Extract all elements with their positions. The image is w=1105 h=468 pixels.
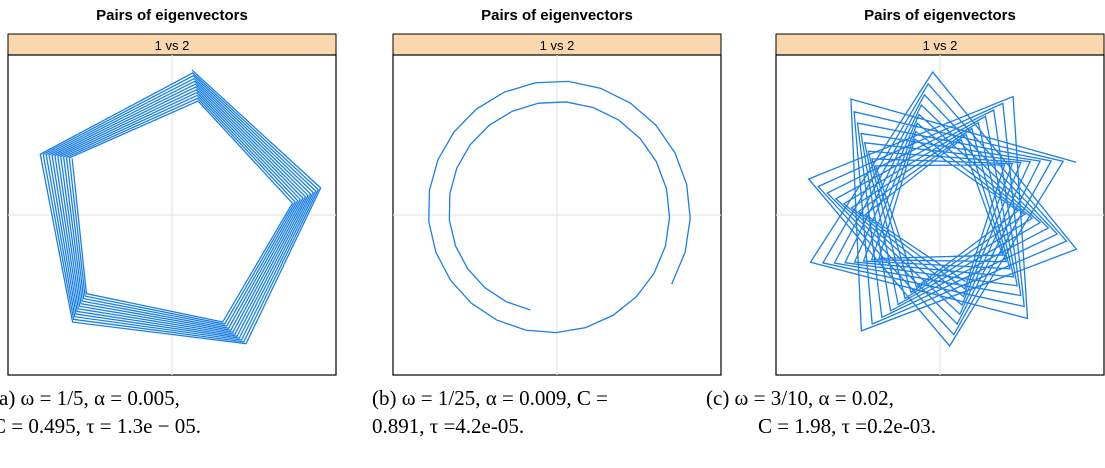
caption-b: (b) ω = 1/25, α = 0.009, C = 0.891, τ =4… [372,384,608,440]
caption-c-line2: C = 1.98, τ =0.2e-03. [758,414,936,438]
panel-c-strip-label: 1 vs 2 [923,38,958,53]
caption-a-line2: C = 0.495, τ = 1.3e − 05. [0,414,202,438]
panel-b-strip-label: 1 vs 2 [540,38,575,53]
caption-a: (a) ω = 1/5, α = 0.005, C = 0.495, τ = 1… [0,384,201,440]
caption-c-line1: (c) ω = 3/10, α = 0.02, [706,386,894,410]
panel-b-title: Pairs of eigenvectors [481,7,633,24]
panel-b: Pairs of eigenvectors 1 vs 2 [392,7,722,376]
caption-b-line1: (b) ω = 1/25, α = 0.009, C = [372,386,608,410]
panel-a-eigenvector-curve [39,69,322,345]
panel-a-title: Pairs of eigenvectors [96,7,248,24]
panel-c: Pairs of eigenvectors 1 vs 2 [775,7,1105,376]
panel-a: Pairs of eigenvectors 1 vs 2 [7,7,337,376]
caption-b-line2: 0.891, τ =4.2e-05. [372,414,525,438]
caption-c: (c) ω = 3/10, α = 0.02, C = 1.98, τ =0.2… [706,384,936,440]
panel-c-title: Pairs of eigenvectors [864,7,1016,24]
panel-a-strip-label: 1 vs 2 [155,38,190,53]
panel-b-eigenvector-curve [428,80,691,334]
panel-c-eigenvector-curve [807,70,1078,348]
caption-a-line1: (a) ω = 1/5, α = 0.005, [0,386,180,410]
